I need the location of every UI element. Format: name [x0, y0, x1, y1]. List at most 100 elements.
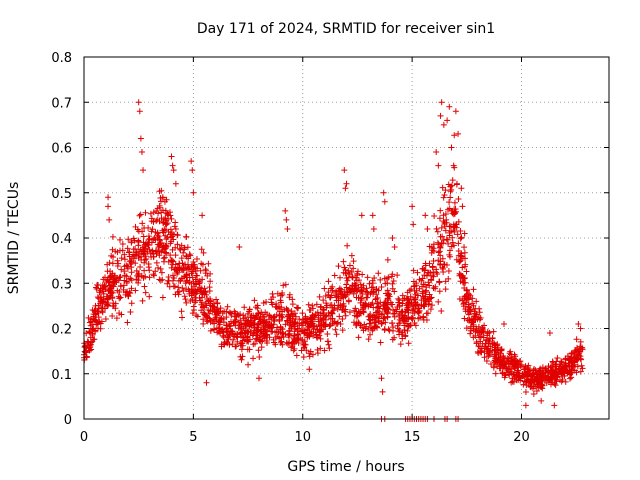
data-point — [102, 285, 109, 292]
data-point — [395, 295, 402, 302]
data-point — [410, 267, 417, 274]
data-point — [277, 323, 284, 330]
data-point — [291, 337, 298, 344]
data-point — [117, 283, 124, 290]
data-point — [276, 318, 283, 325]
data-point — [255, 327, 262, 334]
data-point — [277, 292, 284, 299]
data-point — [82, 342, 89, 349]
data-point — [434, 239, 441, 246]
data-point — [500, 354, 507, 361]
data-point — [356, 320, 363, 327]
data-point — [156, 252, 163, 259]
data-point — [231, 319, 238, 326]
data-point — [248, 328, 255, 335]
data-point — [492, 342, 499, 349]
data-point — [442, 187, 449, 194]
data-point — [389, 280, 396, 287]
data-point — [321, 307, 328, 314]
data-point — [332, 326, 339, 333]
data-point — [359, 271, 366, 278]
data-point — [250, 341, 257, 348]
data-point — [229, 341, 236, 348]
data-point — [517, 377, 524, 384]
data-point — [325, 278, 332, 285]
data-point — [241, 304, 248, 311]
data-point — [450, 162, 457, 169]
data-point — [139, 297, 146, 304]
data-point — [427, 276, 434, 283]
data-point — [224, 334, 231, 341]
data-point — [291, 310, 298, 317]
data-point — [498, 346, 505, 353]
data-point — [245, 361, 252, 368]
data-point — [337, 274, 344, 281]
data-point — [184, 244, 191, 251]
data-point — [369, 327, 376, 334]
data-point — [344, 242, 351, 249]
y-tick-label: 0.2 — [51, 323, 72, 338]
data-point — [351, 307, 358, 314]
data-point — [437, 261, 444, 268]
data-point — [357, 295, 364, 302]
data-point — [309, 351, 316, 358]
data-point — [309, 302, 316, 309]
data-point — [88, 346, 95, 353]
data-point — [485, 340, 492, 347]
data-point — [140, 239, 147, 246]
data-point — [391, 244, 398, 251]
data-point — [127, 257, 134, 264]
data-point — [455, 130, 462, 137]
data-point — [213, 308, 220, 315]
data-point — [381, 326, 388, 333]
data-point — [258, 344, 265, 351]
data-point — [503, 369, 510, 376]
data-point — [372, 319, 379, 326]
data-point — [270, 339, 277, 346]
data-point — [327, 316, 334, 322]
data-point — [475, 343, 482, 350]
data-point — [142, 245, 149, 252]
data-point — [286, 322, 293, 329]
data-point — [480, 328, 487, 335]
data-point — [485, 353, 492, 360]
data-point — [281, 306, 288, 313]
data-point — [393, 308, 400, 315]
data-point — [237, 323, 244, 330]
data-point — [176, 245, 183, 252]
data-point — [234, 338, 241, 345]
data-point — [301, 341, 308, 348]
data-point — [563, 367, 570, 374]
data-point — [291, 345, 298, 352]
data-point — [255, 310, 262, 317]
data-point — [375, 318, 382, 325]
data-point — [539, 382, 546, 389]
data-point — [320, 315, 327, 322]
data-point — [172, 252, 179, 259]
data-point — [95, 295, 102, 302]
data-point — [447, 253, 454, 260]
data-point — [128, 285, 135, 292]
data-point — [320, 297, 327, 304]
data-point — [456, 259, 463, 266]
data-point — [567, 356, 574, 363]
data-point — [399, 329, 406, 336]
data-point — [429, 263, 436, 270]
data-point — [478, 349, 485, 356]
data-point — [167, 231, 174, 238]
data-point — [430, 257, 437, 264]
data-point — [390, 324, 397, 331]
data-point — [231, 308, 238, 315]
data-point — [356, 310, 363, 317]
data-point — [179, 260, 186, 267]
data-point — [246, 308, 253, 315]
data-point — [142, 289, 149, 296]
data-point — [329, 310, 336, 317]
data-point — [452, 206, 459, 213]
data-point — [428, 294, 435, 301]
data-point — [431, 212, 438, 219]
data-point — [274, 324, 281, 331]
data-point — [164, 220, 171, 227]
data-point — [451, 210, 458, 217]
data-point — [363, 301, 370, 308]
